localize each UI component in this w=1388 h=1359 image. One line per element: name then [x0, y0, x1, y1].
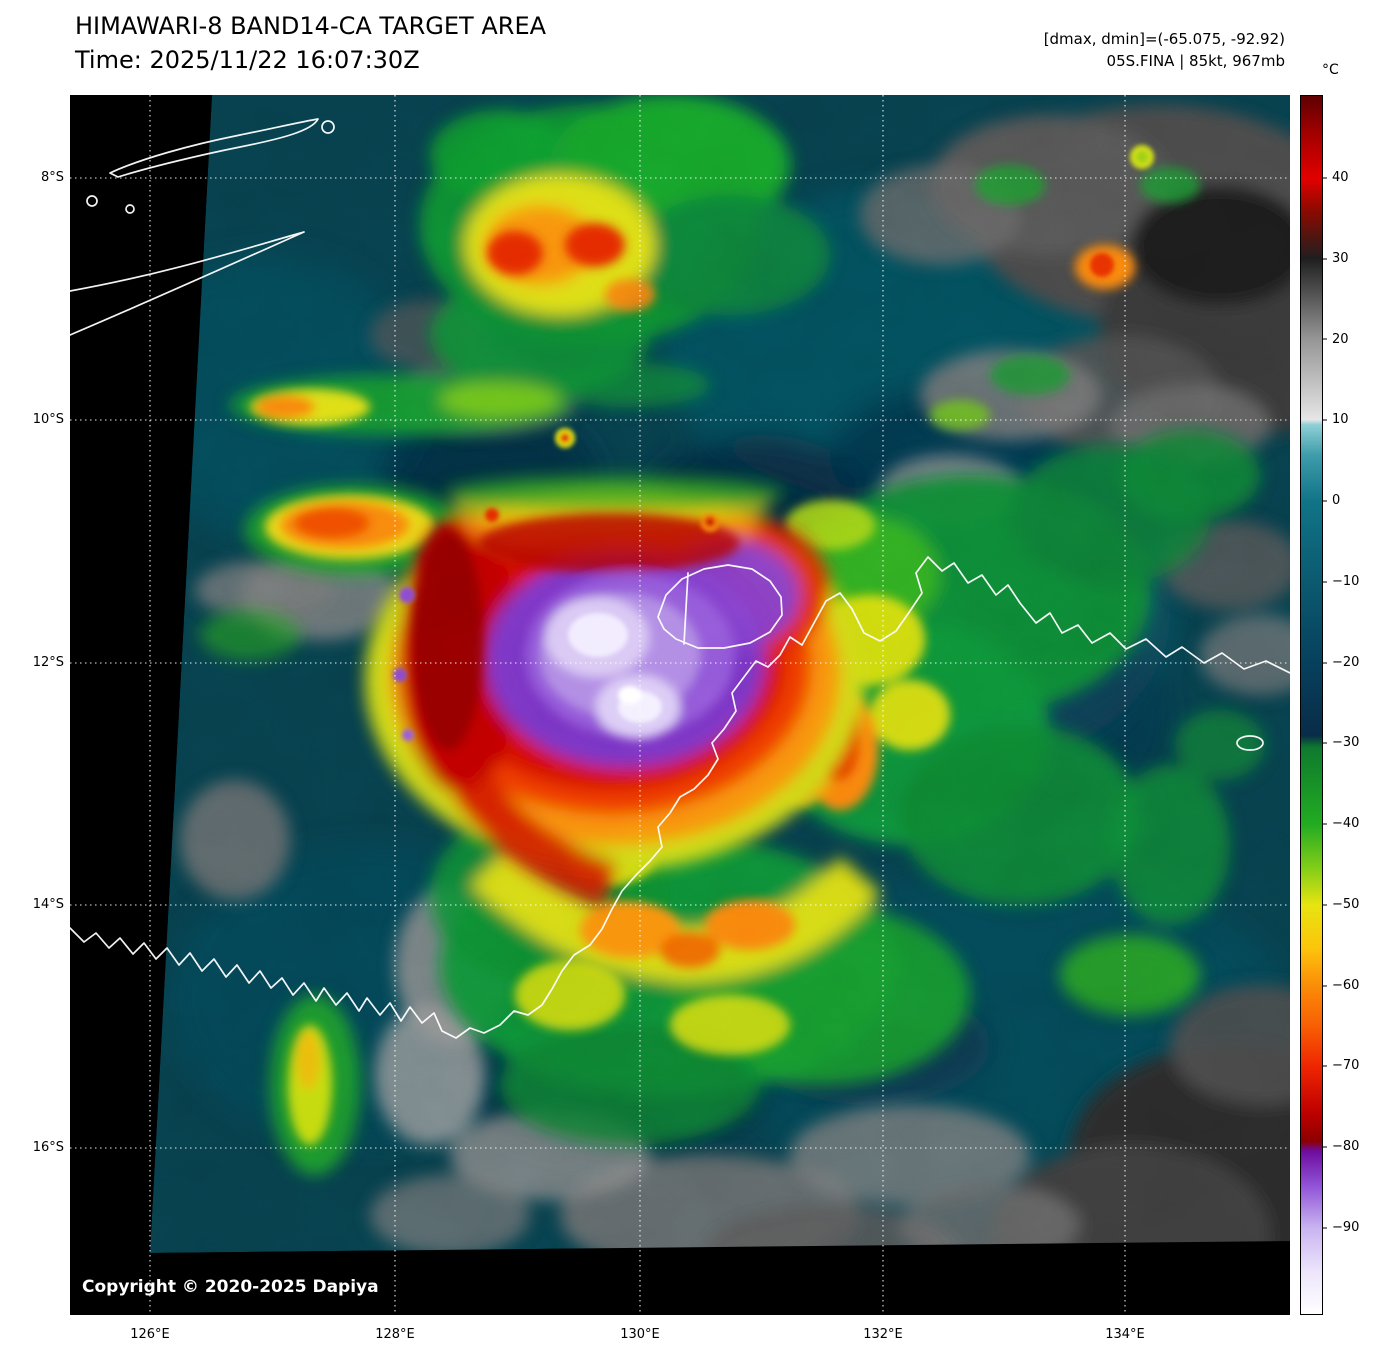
- colorbar-tick-label: 10: [1332, 412, 1349, 427]
- colorbar-tick-label: 20: [1332, 332, 1349, 347]
- copyright-watermark: Copyright © 2020-2025 Dapiya: [82, 1277, 379, 1297]
- gridline-layer: [70, 95, 1290, 1315]
- no-data-mask: [70, 95, 1290, 1315]
- colorbar-tick-label: −80: [1332, 1139, 1360, 1154]
- header-right-block: [dmax, dmin]=(-65.075, -92.92) 05S.FINA …: [1044, 28, 1285, 72]
- lon-tick-label: 130°E: [620, 1327, 660, 1342]
- small-island: [125, 204, 135, 214]
- lon-tick-label: 134°E: [1105, 1327, 1145, 1342]
- colorbar-tick-label: −90: [1332, 1220, 1360, 1235]
- coastline-tiwi-islands: [657, 564, 783, 649]
- coastline-tiwi-strait: [683, 572, 689, 645]
- colorbar-tick-label: 0: [1332, 493, 1341, 508]
- colorbar-tick-label: 30: [1332, 251, 1349, 266]
- colorbar-tick-label: −20: [1332, 655, 1360, 670]
- small-island: [321, 120, 335, 134]
- colorbar-ticks: [1323, 177, 1327, 1229]
- colorbar-tick-label: −10: [1332, 574, 1360, 589]
- coastline-australia: [70, 556, 1290, 1039]
- lon-tick-label: 132°E: [863, 1327, 903, 1342]
- dmax-dmin-readout: [dmax, dmin]=(-65.075, -92.92): [1043, 30, 1285, 48]
- colorbar-tick-label: −50: [1332, 897, 1360, 912]
- coastline-wetar-island: [109, 118, 319, 178]
- storm-info: 05S.FINA | 85kt, 967mb: [1106, 52, 1285, 70]
- map-plot-area: Copyright © 2020-2025 Dapiya: [70, 95, 1290, 1315]
- small-island: [1236, 735, 1264, 751]
- lat-tick-label: 12°S: [32, 655, 64, 670]
- colorbar-tick-label: −60: [1332, 978, 1360, 993]
- timestamp: Time: 2025/11/22 16:07:30Z: [75, 46, 420, 74]
- lat-tick-label: 16°S: [32, 1140, 64, 1155]
- texture-noise: [70, 95, 1290, 1315]
- page-title: HIMAWARI-8 BAND14-CA TARGET AREA: [75, 12, 547, 40]
- lon-tick-label: 126°E: [130, 1327, 170, 1342]
- coastline-timor: [70, 231, 305, 336]
- lon-tick-label: 128°E: [375, 1327, 415, 1342]
- colorbar-unit-label: °C: [1322, 62, 1339, 78]
- satellite-image: [70, 95, 1290, 1315]
- colorbar-gradient: [1300, 95, 1323, 1315]
- lat-tick-label: 10°S: [32, 412, 64, 427]
- lat-tick-label: 14°S: [32, 897, 64, 912]
- colorbar-tick-label: −30: [1332, 735, 1360, 750]
- coastline-layer: [70, 118, 1290, 1039]
- colorbar: [1300, 95, 1327, 1315]
- small-island: [86, 195, 98, 207]
- colorbar-tick-label: −40: [1332, 816, 1360, 831]
- colorbar-tick-label: 40: [1332, 170, 1349, 185]
- lat-tick-label: 8°S: [40, 170, 64, 185]
- colorbar-tick-label: −70: [1332, 1058, 1360, 1073]
